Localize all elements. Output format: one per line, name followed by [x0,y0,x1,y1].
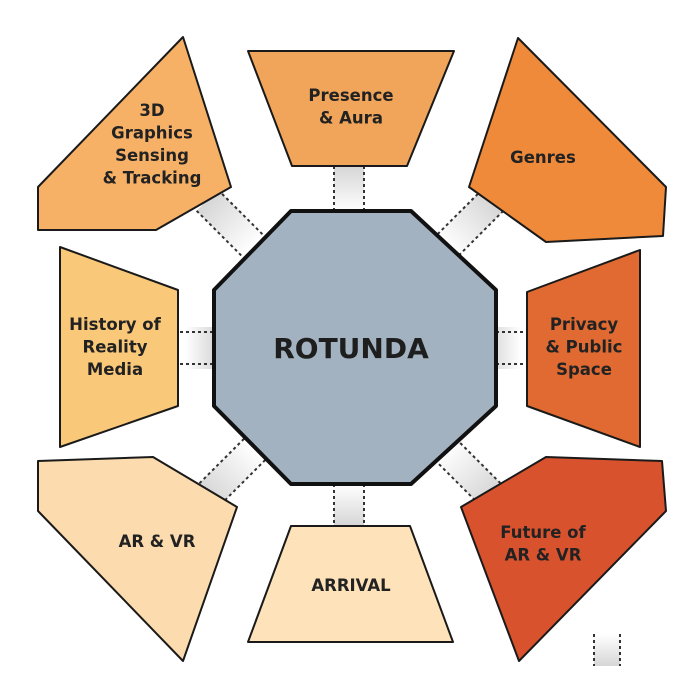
room-label-line: Future of [500,523,586,542]
room-label-line: AR & VR [119,532,196,551]
room-label-line: Presence [308,86,393,105]
room-shape [247,525,454,643]
hub-label: ROTUNDA [273,332,429,365]
room-label-line: AR & VR [505,546,582,565]
room-label-line: 3D [139,101,164,120]
room-label: ARRIVAL [311,576,391,595]
room-label-line: ARRIVAL [311,576,391,595]
room-3d-graphics-sensing-tracking[interactable]: 3D Graphics Sensing & Tracking [37,36,232,231]
room-label-line: Space [556,360,612,379]
corridor-bottom [333,484,365,526]
hub-rotunda[interactable]: ROTUNDA [212,209,498,486]
room-label-line: History of [69,315,161,334]
room-history-reality-media[interactable]: History of Reality Media [59,246,179,448]
room-label: History of Reality Media [69,315,161,379]
corridor-legend-swatch [593,634,621,666]
corridor-top-left [195,188,266,259]
room-future-ar-vr[interactable]: Future of AR & VR [460,456,667,662]
room-shape [37,456,238,662]
room-genres[interactable]: Genres [468,37,667,243]
room-label: AR & VR [119,532,196,551]
room-arrival[interactable]: ARRIVAL [247,525,454,643]
room-ar-vr[interactable]: AR & VR [37,456,238,662]
corridor-top-right [434,188,505,259]
corridor-bottom-left [196,438,266,508]
room-shape [37,36,232,231]
room-shape [247,50,455,167]
hub-shape [212,209,498,486]
room-label-line: & Tracking [103,169,202,188]
corridor-top [333,166,365,212]
room-label-line: Graphics [111,124,193,143]
room-label-line: Genres [510,148,576,167]
room-shape [460,456,667,662]
room-shape [526,249,641,448]
corridor-left [180,327,222,369]
room-shape [468,37,667,243]
room-label-line: Privacy [550,315,619,334]
room-presence-aura[interactable]: Presence & Aura [247,50,455,167]
room-label: Future of AR & VR [500,523,586,565]
room-privacy-public-space[interactable]: Privacy & Public Space [526,249,641,448]
room-label-line: Reality [83,338,148,357]
room-label: Presence & Aura [308,86,393,128]
room-label: 3D Graphics Sensing & Tracking [103,101,202,188]
room-label-line: Sensing [115,146,189,165]
room-label: Genres [510,148,576,167]
room-label: Privacy & Public Space [546,315,623,379]
room-shape [59,246,179,448]
room-label-line: & Public [546,338,623,357]
room-label-line: & Aura [319,109,383,128]
room-label-line: Media [87,360,143,379]
